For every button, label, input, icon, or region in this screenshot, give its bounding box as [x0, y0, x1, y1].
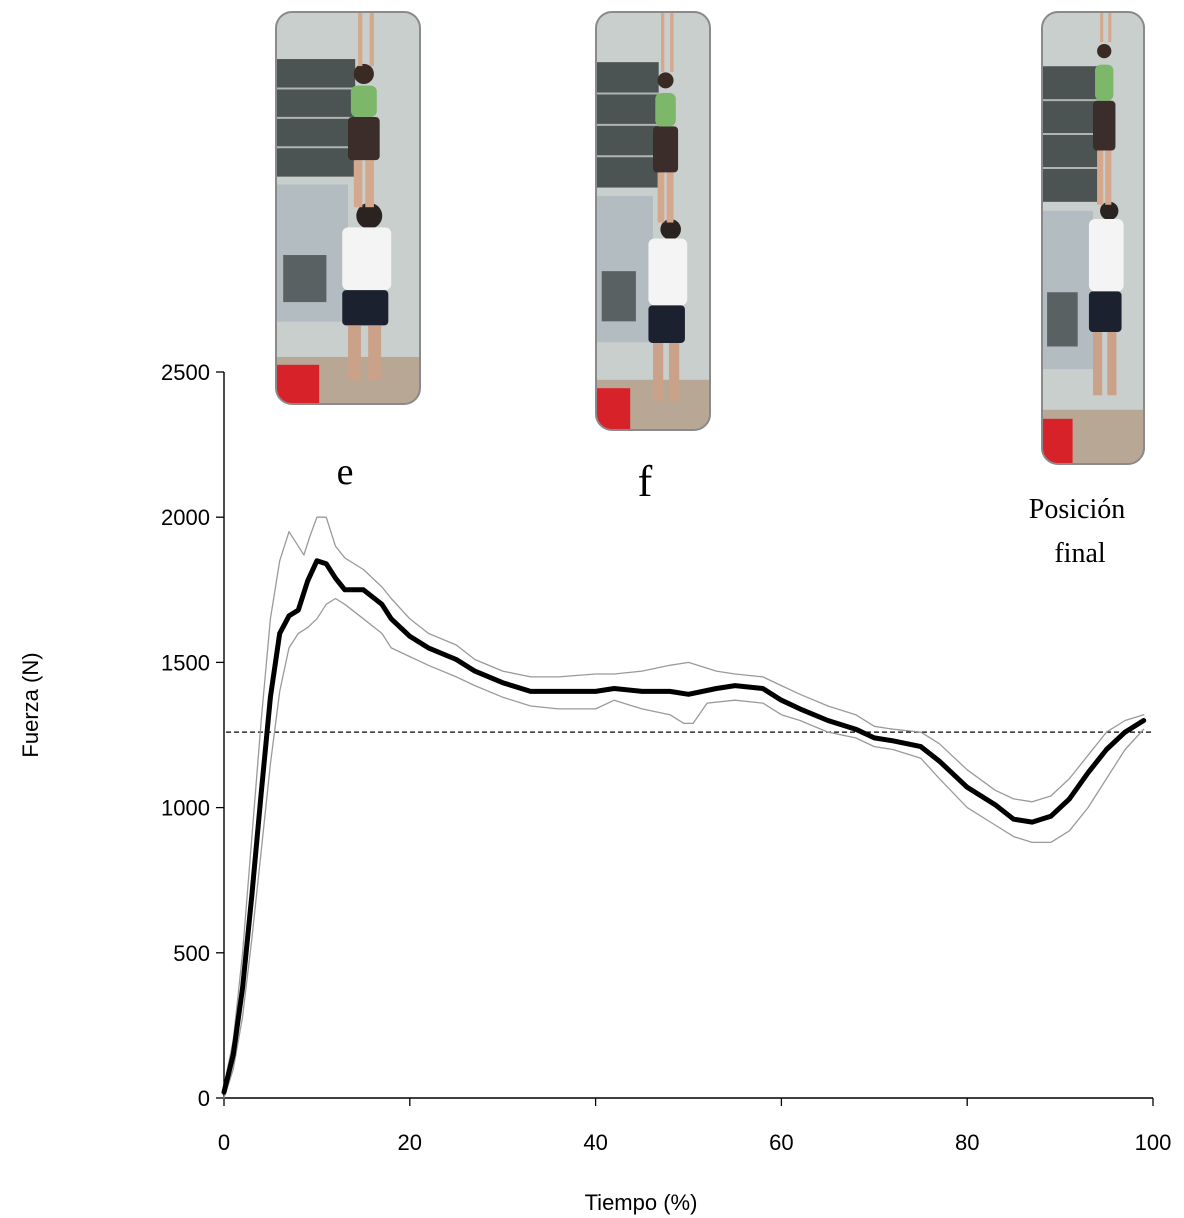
y-tick-label: 1000 [161, 796, 210, 821]
y-axis-title: Fuerza (N) [18, 652, 43, 757]
x-axis-ticks: 0 20 40 60 80 100 [218, 1098, 1171, 1155]
y-tick-label: 0 [198, 1086, 210, 1111]
phase-label-e: e [337, 451, 354, 493]
y-tick-label: 500 [173, 941, 210, 966]
phase-label-posicion: Posición [1029, 494, 1125, 525]
acrobatic-pair-photo-f [595, 11, 711, 431]
series-line-lower [223, 597, 1145, 1099]
phase-label-f: f [638, 457, 653, 506]
x-tick-label: 20 [398, 1130, 422, 1155]
x-tick-label: 80 [955, 1130, 979, 1155]
y-tick-label: 2500 [161, 360, 210, 385]
y-axis-ticks: 0 500 1000 1500 2000 2500 [161, 360, 224, 1111]
x-tick-label: 60 [769, 1130, 793, 1155]
series-line-mean [221, 558, 1147, 1095]
series-layer [221, 516, 1147, 1099]
phase-label-final: final [1054, 538, 1106, 569]
series-line-upper [223, 516, 1145, 1088]
y-tick-label: 1500 [161, 650, 210, 675]
y-tick-label: 2000 [161, 505, 210, 530]
acrobatic-pair-photo-e [275, 11, 421, 405]
x-axis-title: Tiempo (%) [585, 1190, 698, 1215]
acrobatic-pair-photo-final [1041, 11, 1145, 465]
x-tick-label: 100 [1135, 1130, 1172, 1155]
x-tick-label: 40 [583, 1130, 607, 1155]
x-tick-label: 0 [218, 1130, 230, 1155]
